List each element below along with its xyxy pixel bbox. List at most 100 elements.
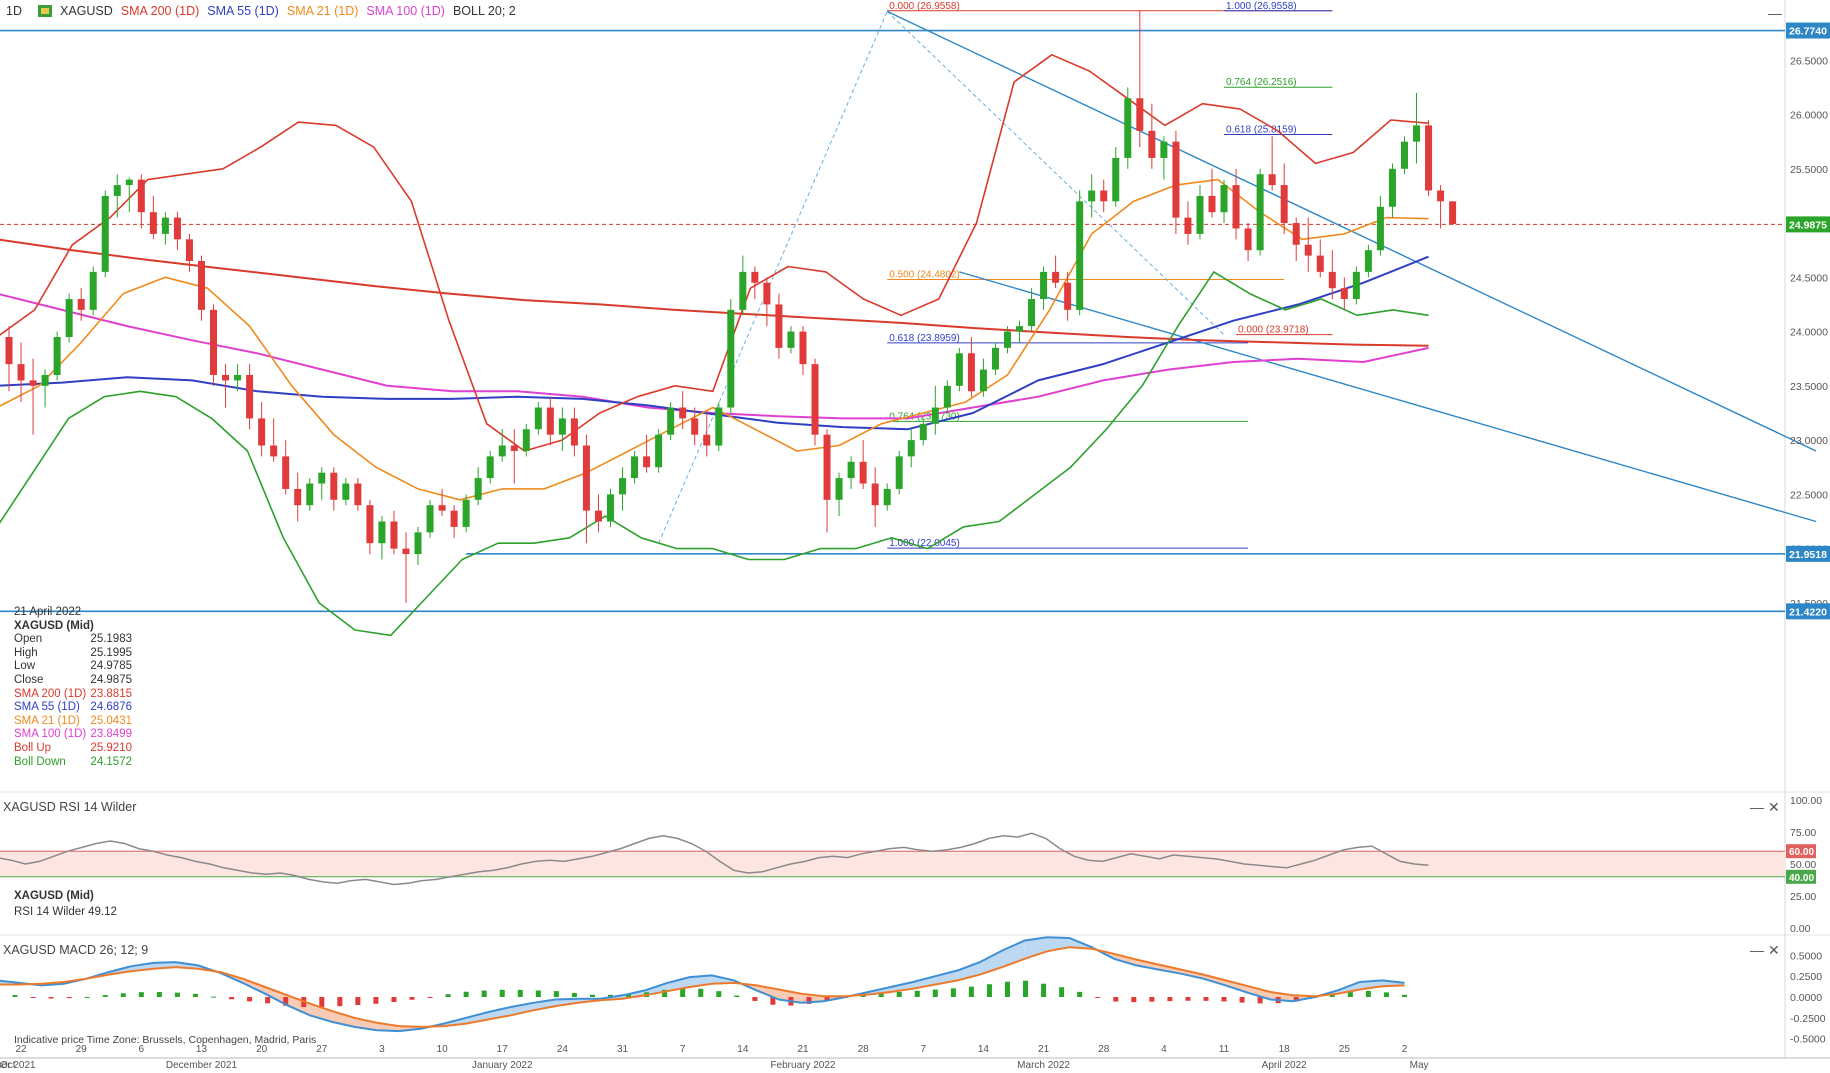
- candle-body: [1376, 206, 1384, 251]
- month-label: February 2022: [770, 1060, 835, 1071]
- candle-body: [546, 407, 554, 435]
- candle-body: [871, 483, 879, 506]
- macd-histogram-bar: [283, 997, 289, 1006]
- candle-body: [1316, 255, 1324, 272]
- timeframe-label[interactable]: 1D: [6, 4, 22, 18]
- month-label: January 2022: [472, 1060, 533, 1071]
- candle-body: [943, 385, 951, 408]
- price-tick-label: 25.5000: [1790, 164, 1828, 176]
- data-window: 21 April 2022 XAGUSD (Mid) Open 25.1983 H…: [14, 606, 132, 769]
- macd-histogram-bar: [1023, 980, 1029, 997]
- macd-fill-segment: [1248, 986, 1271, 1000]
- macd-minimize-icon[interactable]: —: [1750, 942, 1764, 958]
- price-tick-label: 24.0000: [1790, 327, 1828, 339]
- macd-histogram-bar: [968, 986, 974, 997]
- rsi-tick-label: 50.00: [1790, 859, 1816, 871]
- candle-body: [787, 331, 795, 348]
- macd-histogram-bar: [211, 996, 217, 998]
- symbol-label[interactable]: XAGUSD: [59, 4, 113, 18]
- candle-body: [655, 434, 663, 468]
- macd-histogram-bar: [48, 997, 54, 999]
- macd-histogram-bar: [914, 990, 920, 997]
- date-tick-label: 21: [1038, 1044, 1050, 1055]
- candle-body: [931, 407, 939, 424]
- candle-body: [799, 331, 807, 365]
- fib-swing-down: [886, 11, 1225, 336]
- legend-sma100[interactable]: SMA 100 (1D): [366, 4, 445, 18]
- macd-histogram-bar: [102, 995, 108, 997]
- macd-histogram-bar: [265, 997, 271, 1004]
- date-tick-label: 14: [978, 1044, 990, 1055]
- candle-body: [1136, 98, 1144, 131]
- legend-boll[interactable]: BOLL 20; 2: [452, 4, 516, 18]
- macd-fill-segment: [1024, 937, 1048, 959]
- candle-body: [1352, 271, 1360, 300]
- candle-body: [1100, 190, 1108, 202]
- macd-fill-segment: [488, 1006, 511, 1020]
- rsi-info-value: RSI 14 Wilder 49.12: [14, 906, 117, 918]
- macd-close-icon[interactable]: ✕: [1768, 942, 1780, 958]
- candle-body: [390, 521, 398, 549]
- rsi-band-label: 40.00: [1789, 873, 1814, 884]
- rsi-close-icon[interactable]: ✕: [1768, 799, 1780, 815]
- data-row-sma21: SMA 21 (1D) 25.0431: [14, 714, 132, 727]
- candle-body: [173, 217, 181, 240]
- macd-histogram-bar: [571, 992, 577, 997]
- candle-body: [847, 461, 855, 479]
- macd-histogram-bar: [319, 997, 325, 1008]
- legend-sma200[interactable]: SMA 200 (1D): [120, 4, 200, 18]
- macd-fill-segment: [1225, 980, 1249, 993]
- candle-body: [5, 337, 13, 365]
- candle-body: [318, 472, 326, 484]
- candle-body: [426, 505, 434, 533]
- data-row-boll-down: Boll Down 24.1572: [14, 755, 132, 768]
- date-tick-label: 27: [316, 1044, 328, 1055]
- macd-histogram-bar: [806, 997, 812, 1004]
- macd-histogram-bar: [1077, 991, 1083, 997]
- main-minimize-icon[interactable]: —: [1768, 5, 1782, 21]
- candle-body: [149, 212, 157, 234]
- month-label: December 2021: [166, 1060, 238, 1071]
- candle-body: [594, 510, 602, 522]
- macd-histogram-bar: [986, 984, 992, 997]
- candle-body: [270, 445, 278, 457]
- macd-histogram-bar: [734, 995, 740, 997]
- macd-histogram-bar: [824, 997, 830, 1001]
- candle-body: [558, 418, 566, 435]
- price-highlight-label: 21.9518: [1789, 549, 1827, 561]
- macd-histogram-bar: [1329, 994, 1335, 997]
- candle-body: [1124, 98, 1132, 158]
- legend-sma55[interactable]: SMA 55 (1D): [207, 4, 279, 18]
- rsi-minimize-icon[interactable]: —: [1750, 799, 1764, 815]
- candle-body: [667, 407, 675, 435]
- sma200-line: [0, 238, 1429, 347]
- legend-sma21[interactable]: SMA 21 (1D): [286, 4, 359, 18]
- price-highlight-box: [1786, 216, 1830, 233]
- fibonacci-layer: 0.000 (26.9558) 1.000 (26.9558) 0.764 (26.…: [0, 1, 1817, 613]
- month-label: May: [1410, 1060, 1429, 1071]
- fib-upper-label-2: 0.764 (26.2516): [1226, 77, 1297, 88]
- price-tick-label: 24.5000: [1790, 272, 1828, 284]
- macd-signal-line: [0, 946, 1405, 1028]
- macd-histogram-bar: [427, 997, 433, 998]
- macd-fill-segment: [466, 1011, 489, 1024]
- macd-histogram-bar: [752, 997, 758, 1001]
- macd-fill-segment: [1158, 964, 1182, 974]
- macd-tick-label: 0.2500: [1790, 971, 1822, 983]
- rsi-tick-label: 100.00: [1790, 795, 1822, 807]
- candle-body: [510, 445, 518, 451]
- candle-body: [1425, 125, 1433, 191]
- candle-body: [1076, 201, 1084, 310]
- data-row-sma55: SMA 55 (1D) 24.6876: [14, 701, 132, 714]
- data-window-symbol: XAGUSD (Mid): [14, 619, 94, 632]
- time-axis: 22 29 6 13 20 27 3 10 17 24 31 7 14 21 28 7 14 21 28 4 11 18 2…: [0, 1044, 1429, 1071]
- candle-body: [631, 456, 639, 479]
- candle-body: [474, 478, 482, 500]
- candle-body: [89, 271, 97, 310]
- date-tick-label: 28: [1098, 1044, 1110, 1055]
- fib-upper-label-3: 0.618 (25.8159): [1226, 125, 1297, 136]
- candle-body: [1304, 244, 1312, 256]
- candle-body: [619, 478, 627, 495]
- candle-body: [1208, 195, 1216, 213]
